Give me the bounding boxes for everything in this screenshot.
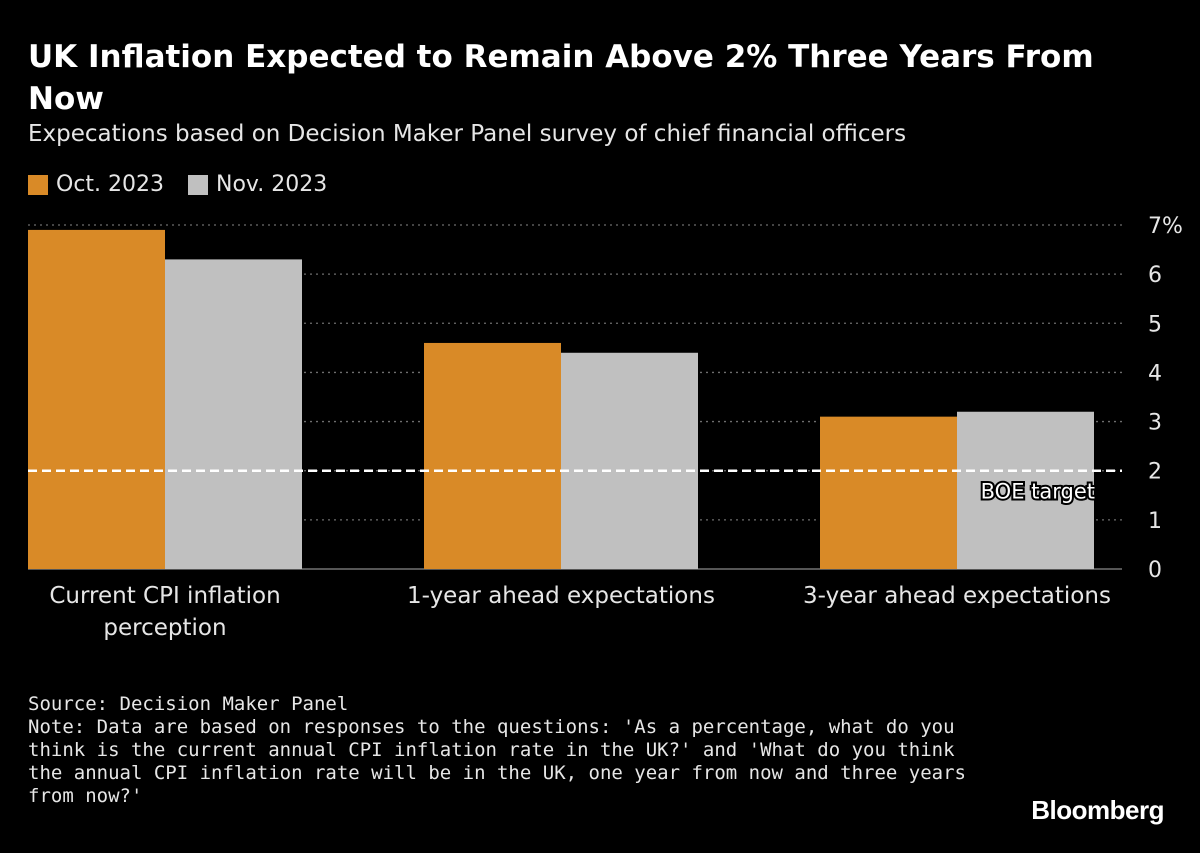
bloomberg-logo: Bloomberg	[1031, 795, 1164, 825]
bar	[165, 259, 302, 569]
source-note: Source: Decision Maker Panel	[28, 693, 349, 715]
data-note: Note: Data are based on responses to the…	[28, 716, 966, 807]
y-tick-label: 3	[1148, 411, 1162, 436]
legend: Oct. 2023 Nov. 2023	[28, 172, 327, 197]
y-tick-label: 7%	[1148, 214, 1183, 239]
bar	[561, 352, 698, 569]
legend-swatch	[28, 174, 48, 195]
legend-swatch	[188, 174, 209, 195]
boe-target-label: BOE target	[981, 480, 1095, 504]
x-category-label: 3-year ahead expectations	[803, 583, 1111, 609]
legend-item: Nov. 2023	[188, 172, 327, 197]
x-category-label: 1-year ahead expectations	[407, 583, 715, 609]
legend-label: Nov. 2023	[216, 172, 328, 197]
legend-item: Oct. 2023	[28, 172, 164, 197]
y-tick-label: 2	[1148, 460, 1162, 485]
footnotes: Source: Decision Maker Panel Note: Data …	[28, 693, 988, 808]
bar	[957, 411, 1094, 569]
y-tick-label: 1	[1148, 509, 1162, 534]
chart-title: UK Inflation Expected to Remain Above 2%…	[28, 39, 1094, 117]
x-category-label: perception	[103, 615, 226, 641]
chart-subtitle: Expecations based on Decision Maker Pane…	[28, 121, 907, 147]
bar	[820, 416, 957, 569]
bar	[28, 229, 165, 569]
y-tick-label: 5	[1148, 312, 1162, 337]
legend-label: Oct. 2023	[56, 172, 165, 197]
x-category-label: Current CPI inflation	[49, 583, 280, 609]
y-tick-label: 6	[1148, 263, 1162, 288]
y-tick-label: 4	[1148, 361, 1162, 386]
y-tick-label: 0	[1148, 558, 1162, 583]
bar	[424, 342, 561, 569]
